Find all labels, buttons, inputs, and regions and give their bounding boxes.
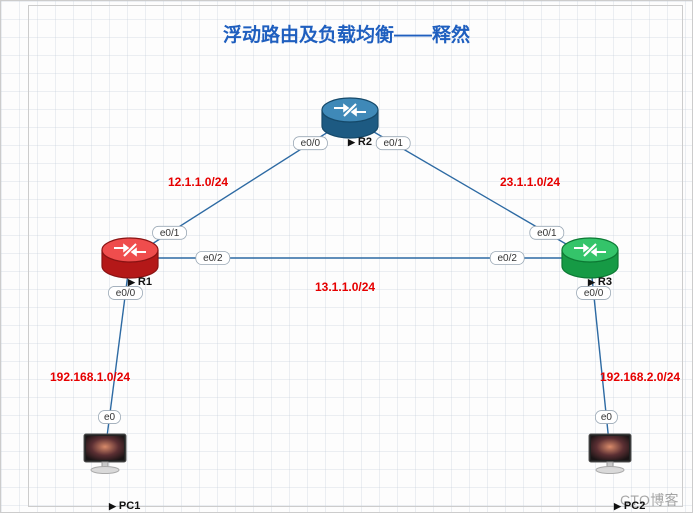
watermark: CTO博客	[620, 490, 679, 510]
subnet-label: 13.1.1.0/24	[315, 280, 375, 294]
subnet-label: 192.168.2.0/24	[600, 370, 680, 384]
subnet-label: 192.168.1.0/24	[50, 370, 130, 384]
device-label-r3: R3	[588, 276, 612, 288]
subnet-label: 23.1.1.0/24	[500, 175, 560, 189]
device-label-pc1: PC1	[109, 500, 140, 512]
subnet-label: 12.1.1.0/24	[168, 175, 228, 189]
inner-border	[28, 5, 683, 507]
diagram-title: 浮动路由及负载均衡——释然	[0, 20, 693, 47]
device-label-r1: R1	[128, 276, 152, 288]
device-label-r2: R2	[348, 136, 372, 148]
